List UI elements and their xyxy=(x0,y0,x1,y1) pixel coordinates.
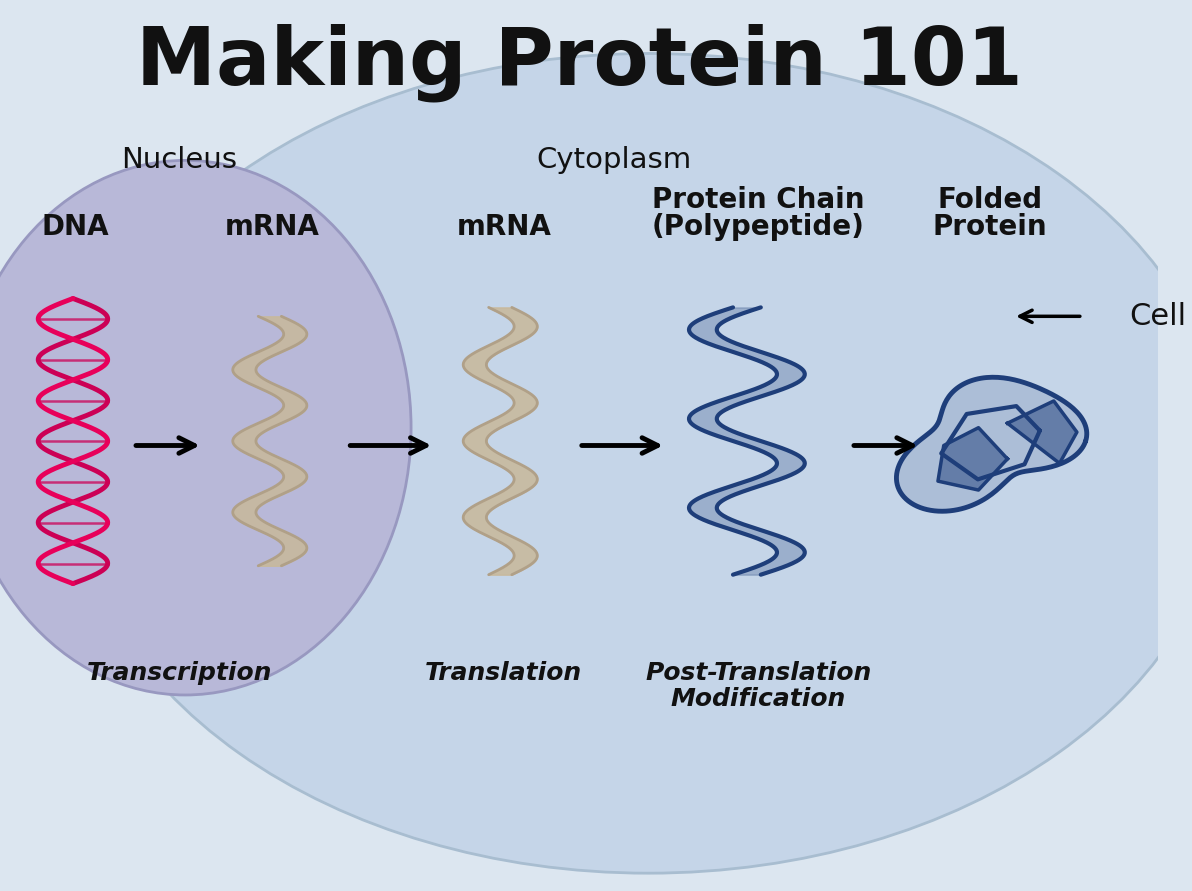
Text: Translation: Translation xyxy=(426,661,582,684)
Text: mRNA: mRNA xyxy=(457,213,551,241)
Text: Modification: Modification xyxy=(671,688,846,711)
Text: Transcription: Transcription xyxy=(87,661,272,684)
Text: Nucleus: Nucleus xyxy=(122,146,237,175)
Text: Protein: Protein xyxy=(933,213,1048,241)
Text: Cytoplasm: Cytoplasm xyxy=(536,146,691,175)
Text: (Polypeptide): (Polypeptide) xyxy=(652,213,865,241)
Text: Folded: Folded xyxy=(937,186,1043,215)
Text: Post-Translation: Post-Translation xyxy=(645,661,871,684)
Text: mRNA: mRNA xyxy=(224,213,319,241)
Text: DNA: DNA xyxy=(42,213,110,241)
Text: Protein Chain: Protein Chain xyxy=(652,186,864,215)
Ellipse shape xyxy=(0,160,411,695)
Polygon shape xyxy=(938,428,1007,490)
Text: Cell: Cell xyxy=(1129,302,1186,331)
Text: Making Protein 101: Making Protein 101 xyxy=(136,23,1023,102)
Polygon shape xyxy=(1007,401,1076,463)
Polygon shape xyxy=(896,377,1087,511)
Ellipse shape xyxy=(69,53,1192,873)
